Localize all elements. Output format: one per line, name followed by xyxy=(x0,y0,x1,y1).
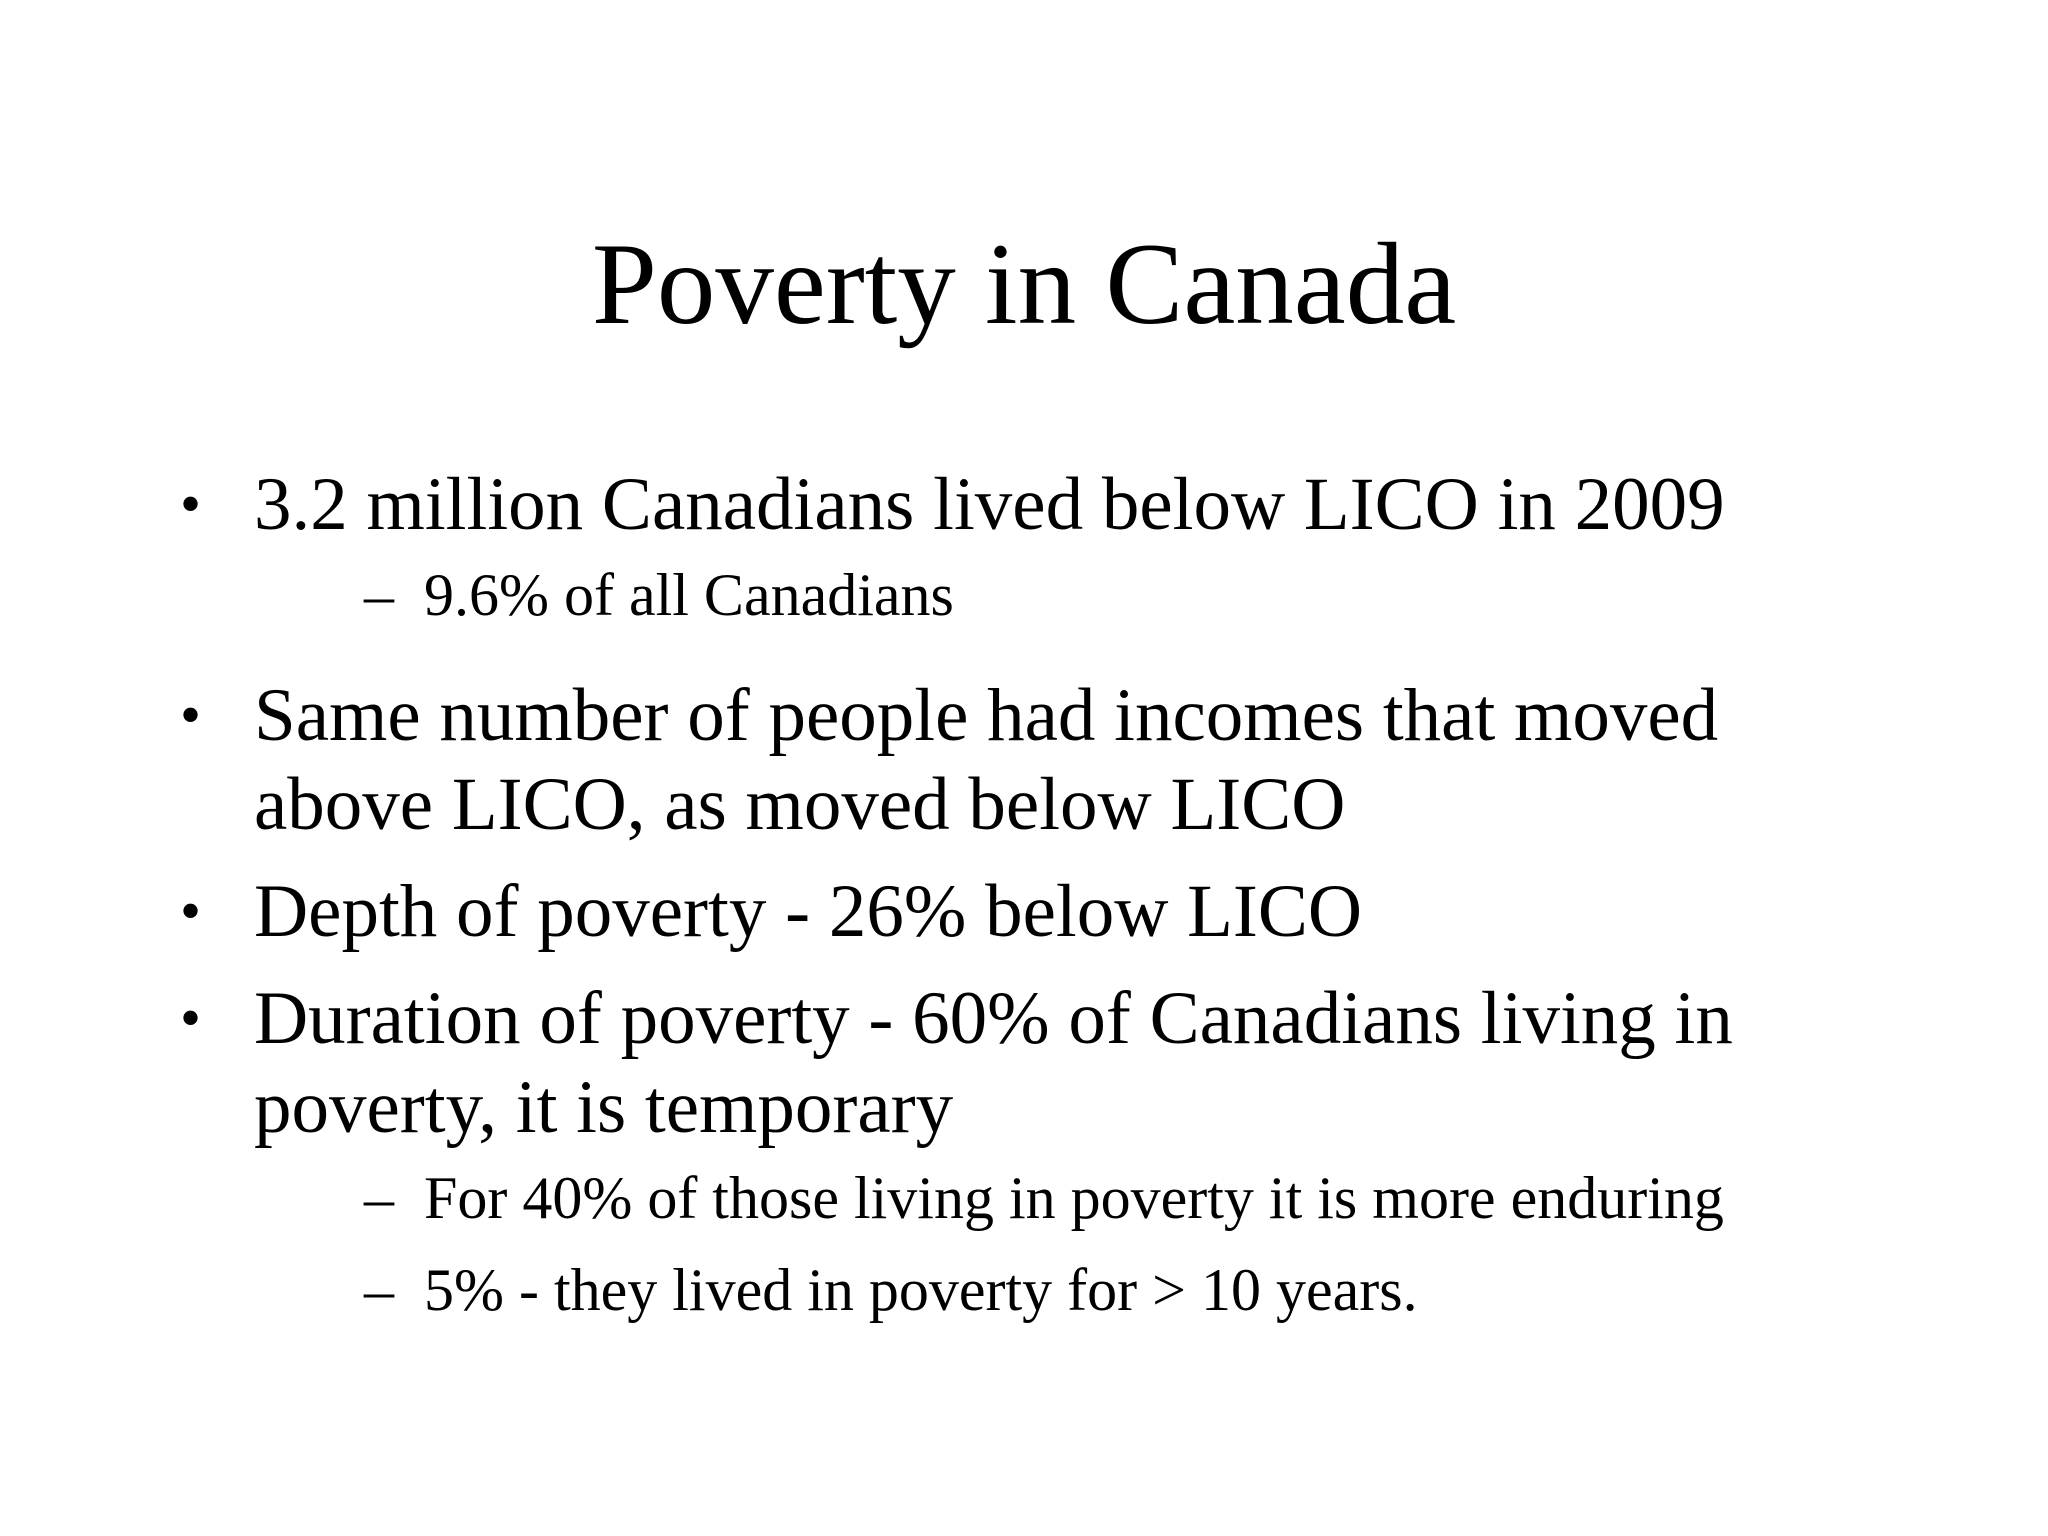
sub-bullet-text: 5% - they lived in poverty for > 10 year… xyxy=(424,1257,1418,1323)
bullet-text: Duration of poverty - 60% of Canadians l… xyxy=(254,977,1733,1060)
bullet-item: • Same number of people had incomes that… xyxy=(170,671,1970,849)
bullet-item: • 3.2 million Canadians lived below LICO… xyxy=(170,460,1970,641)
bullet-icon: • xyxy=(180,878,202,944)
slide-title: Poverty in Canada xyxy=(591,220,1457,349)
bullet-text-continued: poverty, it is temporary xyxy=(254,1066,954,1149)
sub-bullet-text: 9.6% of all Canadians xyxy=(424,562,954,628)
dash-icon: – xyxy=(364,1165,394,1231)
bullet-text: Same number of people had incomes that m… xyxy=(254,674,1719,757)
bullet-icon: • xyxy=(180,985,202,1051)
sub-bullet-list: – 9.6% of all Canadians xyxy=(254,549,1970,641)
bullet-item: • Duration of poverty - 60% of Canadians… xyxy=(170,974,1970,1336)
sub-bullet-item: – 9.6% of all Canadians xyxy=(254,549,1970,641)
bullet-text: Depth of poverty - 26% below LICO xyxy=(254,870,1363,953)
bullet-text: 3.2 million Canadians lived below LICO i… xyxy=(254,463,1725,546)
bullet-icon: • xyxy=(180,682,202,748)
bullet-item: • Depth of poverty - 26% below LICO xyxy=(170,867,1970,956)
bullet-text-continued: above LICO, as moved below LICO xyxy=(254,763,1346,846)
bullet-list: • 3.2 million Canadians lived below LICO… xyxy=(170,460,1970,1336)
sub-bullet-item: – For 40% of those living in poverty it … xyxy=(254,1152,1970,1244)
dash-icon: – xyxy=(364,562,394,628)
dash-icon: – xyxy=(364,1257,394,1323)
bullet-icon: • xyxy=(180,471,202,537)
sub-bullet-text: For 40% of those living in poverty it is… xyxy=(424,1165,1724,1231)
sub-bullet-item: – 5% - they lived in poverty for > 10 ye… xyxy=(254,1244,1970,1336)
sub-bullet-list: – For 40% of those living in poverty it … xyxy=(254,1152,1970,1336)
